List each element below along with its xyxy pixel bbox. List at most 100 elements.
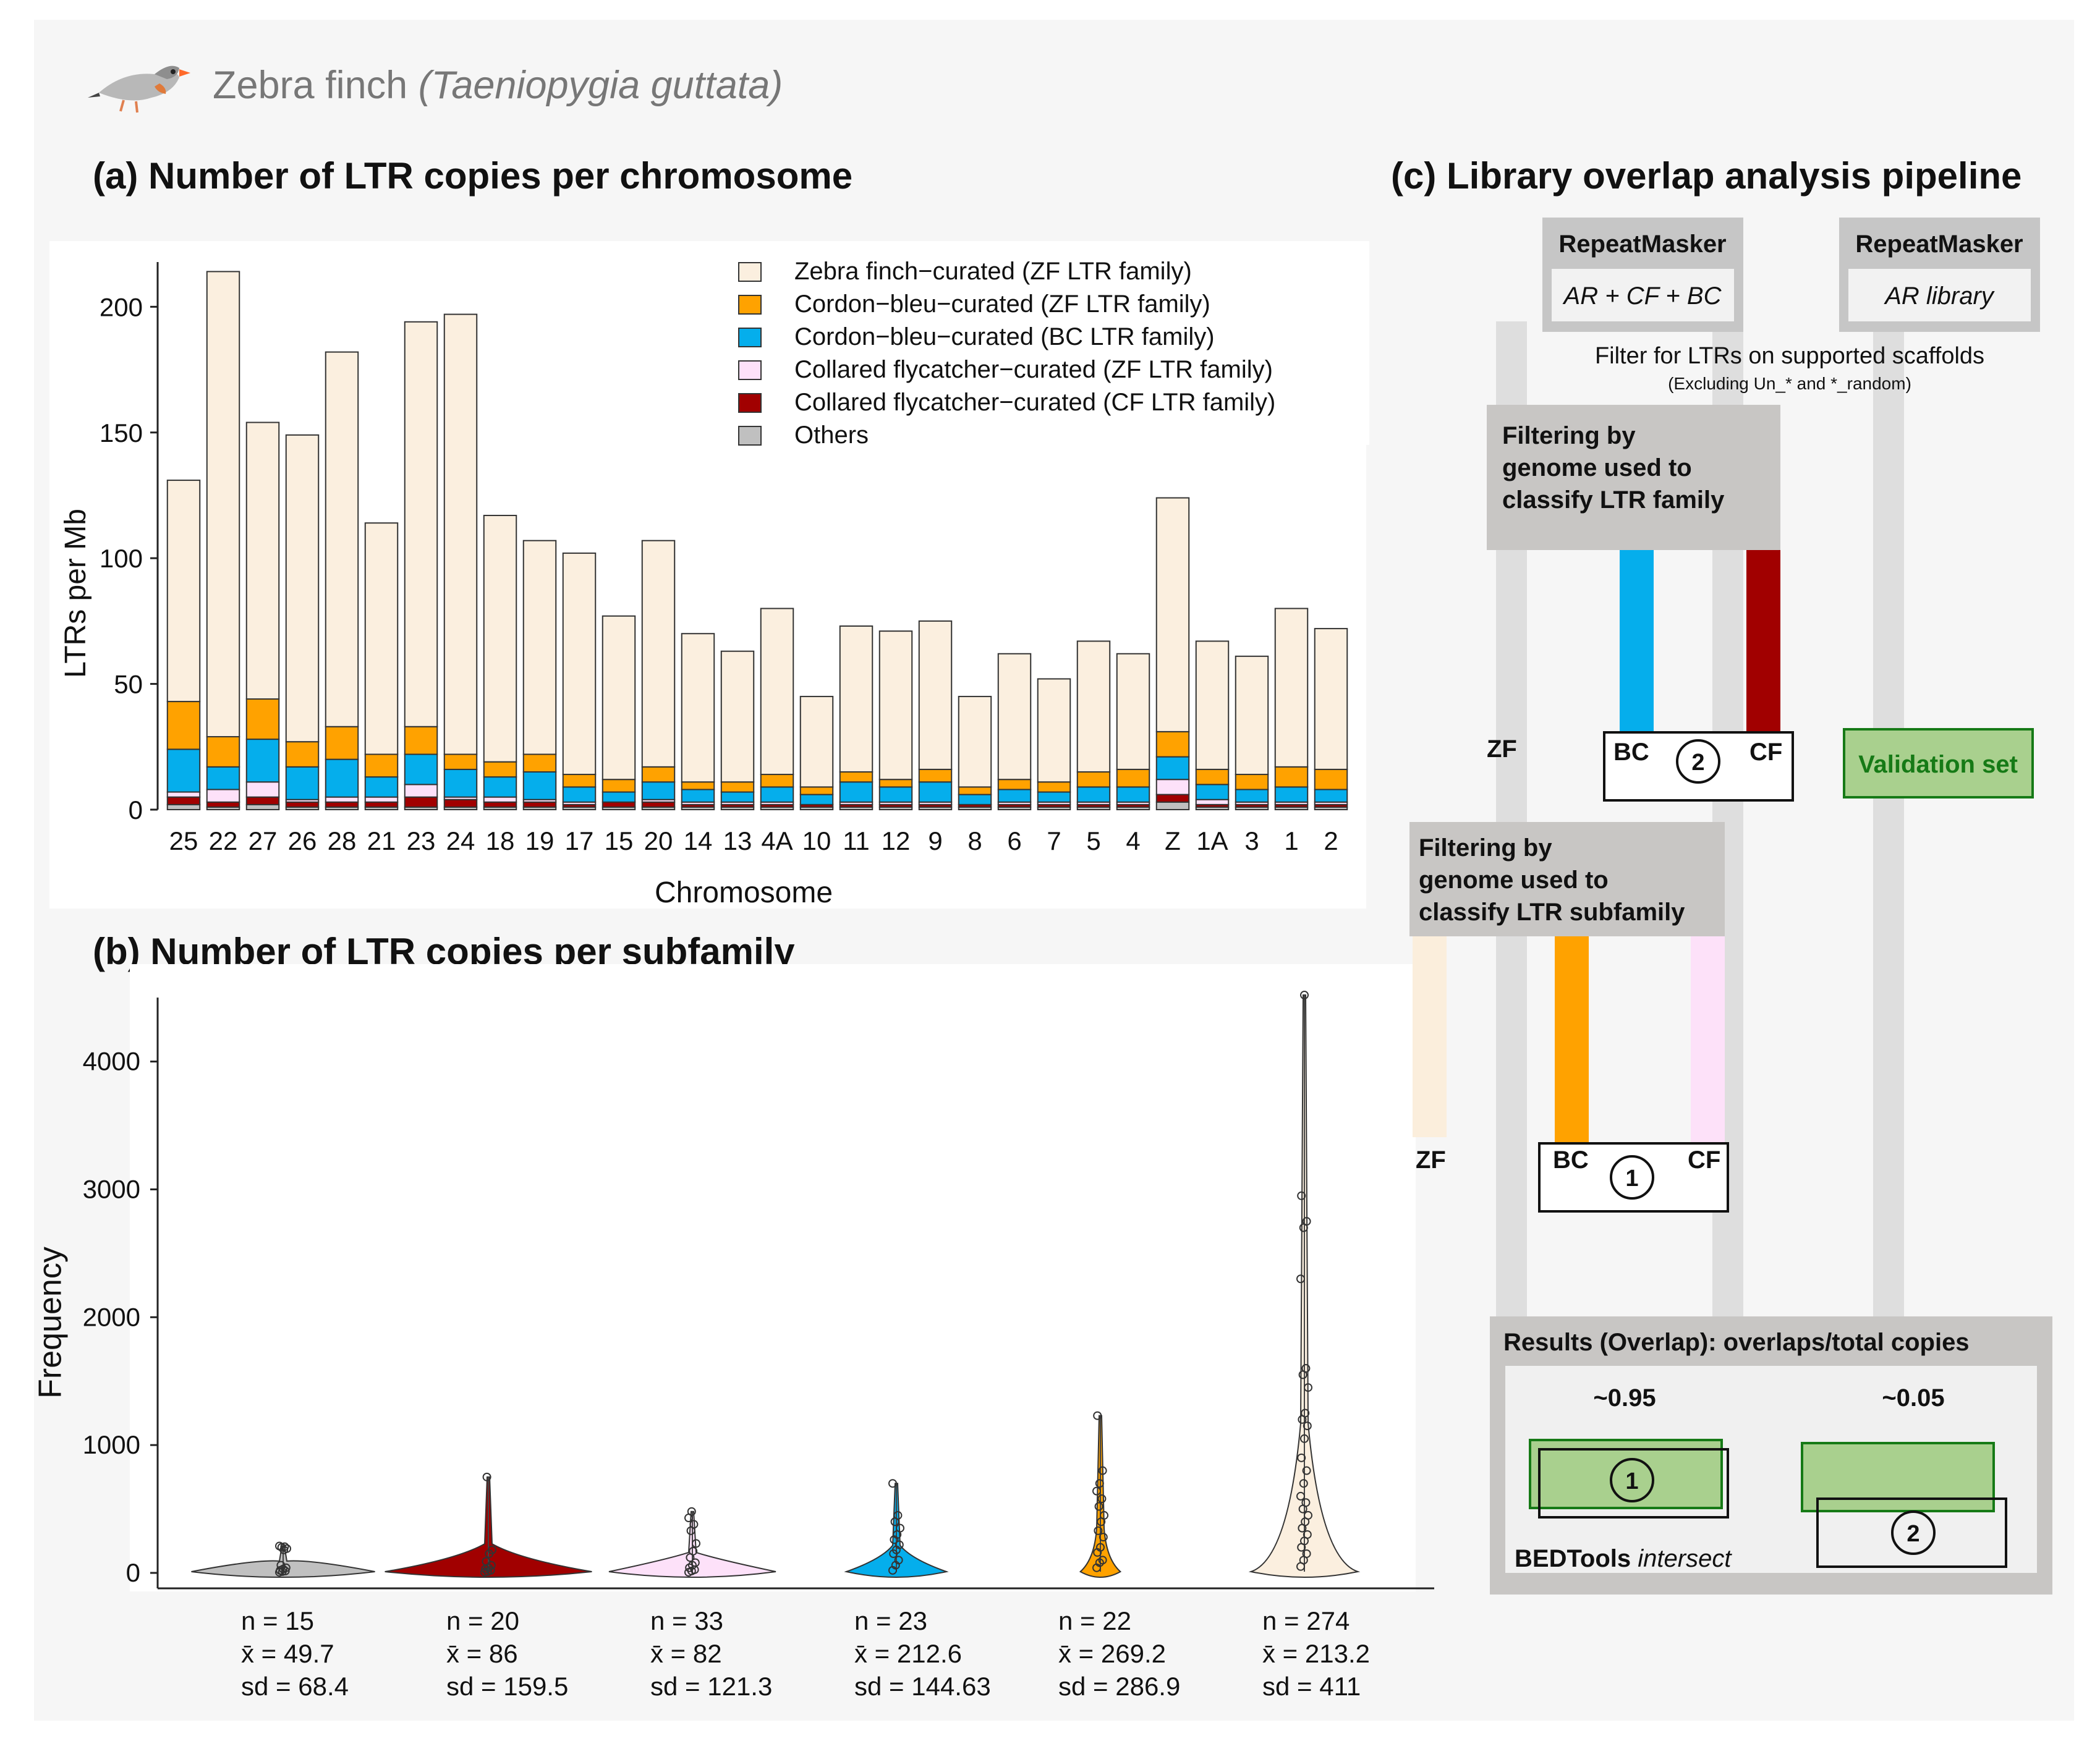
bar-segment [325, 351, 359, 727]
violin-point [276, 1561, 286, 1570]
bar-segment [206, 789, 240, 803]
bar-segment [997, 653, 1032, 781]
violin-point [1095, 1479, 1104, 1488]
result-1-validation-rect [1529, 1439, 1723, 1509]
violin-point [894, 1556, 903, 1565]
zf-subfamily-stream [1413, 936, 1447, 1137]
violin-point [1297, 1191, 1306, 1200]
bar-segment [1116, 768, 1150, 788]
violin-point [1094, 1502, 1103, 1511]
bar-segment [760, 608, 794, 776]
family-filter-line3: classify LTR family [1502, 486, 1725, 514]
legend-swatch [738, 295, 762, 315]
subfamily-bc-label: BC [1553, 1146, 1589, 1174]
bar-segment [245, 781, 280, 798]
chart-a-x-tick-label: 13 [723, 826, 752, 855]
bar-segment [641, 781, 676, 800]
repeatmasker-1-title: RepeatMasker [1558, 231, 1726, 258]
chart-a-x-tick-label: 4A [761, 826, 793, 855]
bedtools-label: BEDTools intersect [1515, 1545, 1732, 1572]
chart-a-x-tick-label: 6 [1007, 826, 1021, 855]
violin-point [1304, 1383, 1312, 1392]
bar-segment [799, 786, 834, 795]
bar-segment [1235, 789, 1269, 803]
chart-a-x-tick-label: 8 [967, 826, 982, 855]
result-value-1: ~0.95 [1593, 1384, 1656, 1412]
cf-family-stream [1746, 550, 1780, 735]
track-ar [1873, 321, 1904, 1489]
result-2-validation-rect [1801, 1442, 1995, 1512]
chart-b-y-tick-label: 4000 [83, 1047, 140, 1076]
bar-segment [285, 766, 320, 800]
violin-point [1099, 1533, 1108, 1542]
bar-segment [681, 633, 715, 783]
chart-a-x-tick-label: 7 [1047, 826, 1061, 855]
validation-set-label: Validation set [1858, 751, 2018, 778]
bar-segment [799, 695, 834, 788]
bar-segment [641, 801, 676, 808]
violin-point [1098, 1556, 1107, 1565]
validation-set-box [1843, 728, 2034, 798]
stat-n: n = 23 [854, 1606, 927, 1635]
chart-a-x-tick-label: 21 [367, 826, 396, 855]
panel-a-title: (a) Number of LTR copies per chromosome [93, 155, 853, 197]
chart-a-x-tick-label: 10 [802, 826, 831, 855]
zebra-finch-bird-icon [87, 49, 192, 121]
chart-a-y-tick-label: 0 [129, 795, 143, 824]
bar-segment [1076, 771, 1111, 788]
family-filter-line2: genome used to [1502, 454, 1692, 481]
chart-b-y-tick-label: 0 [126, 1558, 140, 1587]
result-1-marker-label: 1 [1625, 1468, 1638, 1494]
chart-a-legend: Zebra finch−curated (ZF LTR family) Cordo… [726, 241, 1369, 449]
violin-point [1093, 1411, 1102, 1420]
repeatmasker-1-library: AR + CF + BC [1563, 282, 1722, 310]
violin-point [1304, 1510, 1312, 1520]
species-common-name: Zebra finch [213, 63, 408, 107]
bar-segment [443, 798, 478, 808]
bar-segment [404, 796, 438, 808]
bar-segment [166, 480, 201, 703]
bar-segment [1274, 786, 1309, 803]
subfamily-filter-line1: Filtering by [1419, 834, 1552, 862]
cf-subfamily-stream [1691, 936, 1725, 1146]
bar-segment [839, 771, 874, 783]
chart-a-x-tick-label: 20 [644, 826, 673, 855]
bar-segment [1155, 801, 1190, 811]
chart-a-x-axis-label: Chromosome [655, 876, 833, 909]
bar-segment [1076, 786, 1111, 803]
bar-segment [997, 779, 1032, 790]
bar-segment [1116, 653, 1150, 770]
species-latin-name: (Taeniopygia guttata) [418, 63, 783, 107]
bar-segment [364, 522, 399, 755]
marker-2-label: 2 [1691, 750, 1704, 776]
marker-1-label: 1 [1625, 1166, 1638, 1192]
violin-point [1296, 1274, 1305, 1284]
chart-a-x-tick-label: 2 [1324, 826, 1338, 855]
panel-c-title: (c) Library overlap analysis pipeline [1391, 155, 2022, 197]
bar-segment [522, 771, 557, 800]
bar-segment [720, 781, 755, 793]
chart-a-x-tick-label: Z [1165, 826, 1181, 855]
bar-segment [1195, 784, 1230, 800]
bar-segment [562, 553, 597, 776]
stat-sd: sd = 121.3 [650, 1672, 772, 1701]
violin-point [691, 1558, 700, 1567]
subfamily-cf-label: CF [1688, 1146, 1720, 1174]
chart-a-x-tick-label: 12 [882, 826, 911, 855]
bar-segment [918, 620, 953, 770]
violin-point [482, 1472, 491, 1481]
bar-segment [1314, 789, 1348, 803]
result-value-2: ~0.05 [1882, 1384, 1944, 1412]
violin-point [1097, 1494, 1107, 1504]
bar-segment [325, 758, 359, 798]
bar-segment [285, 434, 320, 743]
bar-segment [1037, 781, 1071, 793]
chart-b-y-axis-label: Frequency [37, 1247, 69, 1399]
violin-point [896, 1523, 904, 1533]
violin-point [893, 1510, 903, 1520]
violin-point [281, 1566, 290, 1575]
repeatmasker-2-library: AR library [1884, 282, 1996, 310]
result-1-marker-circle [1610, 1458, 1654, 1502]
chart-a-x-tick-label: 1A [1196, 826, 1228, 855]
bar-segment [681, 781, 715, 790]
